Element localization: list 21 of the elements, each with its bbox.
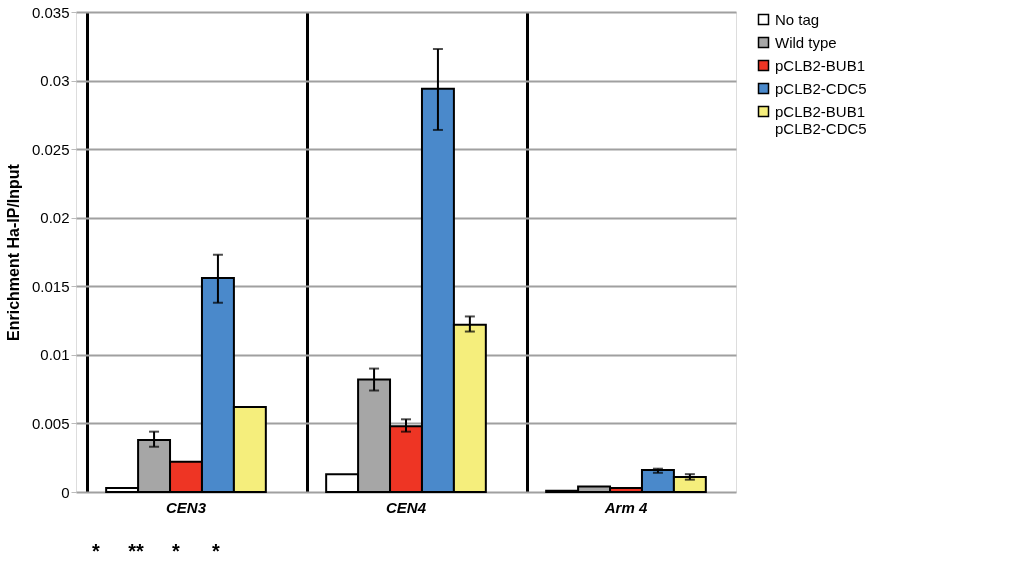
text: * <box>172 540 181 562</box>
y-tick-label: 0.03 <box>40 72 70 90</box>
y-tick-label: 0.015 <box>31 277 70 295</box>
y-tick-label: 0.025 <box>31 140 70 158</box>
text: * <box>92 540 101 562</box>
legend-label: pCLB2-BUB1 pCLB2-CDC5 <box>775 102 867 137</box>
legend-label: pCLB2-CDC5 <box>775 79 867 97</box>
y-tick-label: 0.02 <box>40 209 70 227</box>
y-tick-label: 0.01 <box>40 346 70 364</box>
x-tick-label: Arm 4 <box>603 498 648 516</box>
legend-label: No tag <box>775 10 820 28</box>
legend-label: Wild type <box>775 33 837 51</box>
text: ** <box>128 540 144 562</box>
x-tick-label: CEN3 <box>165 498 207 516</box>
x-tick-label: CEN4 <box>385 498 427 516</box>
legend-label: pCLB2-BUB1 <box>775 56 866 74</box>
y-tick-label: 0.035 <box>31 3 70 21</box>
y-axis-title: Enrichment Ha-IP/Input <box>4 163 22 341</box>
text: * <box>212 540 221 562</box>
y-tick-label: 0.005 <box>31 414 70 432</box>
y-tick-label: 0 <box>61 483 70 501</box>
